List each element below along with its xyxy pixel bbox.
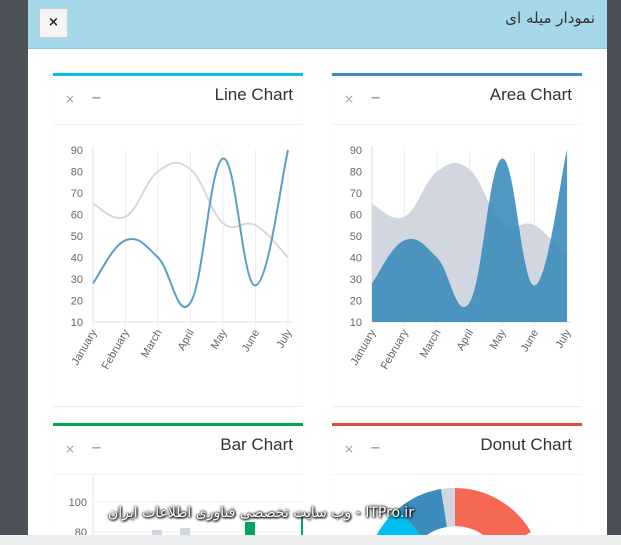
- line-series-1: [92, 162, 289, 259]
- line-chart: 10 20 30 40 50 60 70 80 90 January February March Ap…: [70, 145, 295, 372]
- x-tick-label: April: [455, 328, 476, 353]
- x-tick-label: May: [209, 327, 230, 351]
- y-tick-label: 20: [350, 296, 362, 308]
- y-tick-label: 30: [71, 274, 83, 286]
- area-chart: 10 20 30 40 50 60 70 80 90 January February March Ap…: [349, 145, 574, 372]
- x-tick-label: March: [139, 328, 165, 360]
- modal-title: نمودار میله ای: [505, 9, 595, 27]
- y-tick-label: 40: [71, 253, 83, 265]
- y-tick-label: 80: [350, 167, 362, 179]
- panel-header: × − Donut Chart: [332, 426, 582, 475]
- donut-chart-panel: × − Donut Chart: [332, 423, 582, 545]
- x-tick-label: February: [100, 327, 133, 372]
- panel-title: Donut Chart: [480, 435, 572, 454]
- line-series-2: [92, 149, 289, 308]
- collapse-icon[interactable]: −: [91, 91, 102, 106]
- area-series-2: [372, 150, 567, 322]
- remove-icon[interactable]: ×: [65, 442, 76, 456]
- remove-icon[interactable]: ×: [344, 92, 355, 106]
- y-tick-label: 20: [71, 296, 83, 308]
- modal-close-button[interactable]: ×: [39, 8, 68, 38]
- x-tick-label: February: [379, 327, 412, 372]
- collapse-icon[interactable]: −: [370, 91, 381, 106]
- panel-header: × − Area Chart: [332, 76, 582, 125]
- y-tick-label: 70: [71, 188, 83, 200]
- x-tick-label: April: [176, 328, 197, 353]
- remove-icon[interactable]: ×: [65, 92, 76, 106]
- bar-mark: [245, 522, 255, 545]
- y-tick-label: 10: [71, 317, 83, 329]
- y-tick-label: 80: [71, 167, 83, 179]
- y-tick-label: 90: [350, 145, 362, 157]
- collapse-icon[interactable]: −: [370, 441, 381, 456]
- modal-dialog: نمودار میله ای × × − Line Chart 10 20 30 40…: [28, 0, 607, 545]
- bar-mark: [301, 516, 303, 545]
- line-chart-panel: × − Line Chart 10 20 30 40 50 60 70 80 90 January…: [53, 73, 303, 406]
- donut-slice: [398, 489, 447, 538]
- collapse-icon[interactable]: −: [91, 441, 102, 456]
- y-tick-label: 70: [350, 188, 362, 200]
- x-tick-label: July: [274, 327, 294, 350]
- y-tick-label: 10: [350, 317, 362, 329]
- x-tick-label: July: [553, 327, 573, 350]
- donut-slice: [441, 487, 455, 527]
- x-tick-label: June: [519, 328, 541, 355]
- y-tick-label: 60: [350, 210, 362, 222]
- donut-slice: [455, 488, 531, 545]
- y-tick-label: 40: [350, 253, 362, 265]
- panel-header: × − Bar Chart: [53, 426, 303, 475]
- area-chart-panel: × − Area Chart 10 20 30 40 50 60 70 80 90 January…: [332, 73, 582, 406]
- x-tick-label: June: [240, 328, 262, 355]
- bar-chart-panel: × − Bar Chart 100 80: [53, 423, 303, 545]
- y-tick-label: 60: [71, 210, 83, 222]
- x-tick-label: January: [349, 327, 379, 367]
- panel-title: Bar Chart: [220, 435, 293, 454]
- remove-icon[interactable]: ×: [344, 442, 355, 456]
- watermark-text: ITPro.ir - وب سایت تخصصی فناوری اطلاعات …: [108, 505, 414, 521]
- panel-title: Area Chart: [489, 85, 572, 104]
- panel-header: × − Line Chart: [53, 76, 303, 125]
- page-backdrop-right: [607, 0, 621, 545]
- y-tick-label: 30: [350, 274, 362, 286]
- panel-title: Line Chart: [214, 85, 293, 104]
- x-tick-label: March: [418, 328, 444, 360]
- y-tick-label: 50: [71, 231, 83, 243]
- modal-header: نمودار میله ای ×: [28, 0, 607, 49]
- bottom-strip: [0, 535, 621, 545]
- x-tick-label: January: [70, 327, 100, 367]
- bar-y-tick: 100: [69, 497, 87, 509]
- x-tick-label: May: [488, 327, 509, 351]
- page-backdrop-left: [0, 0, 28, 545]
- y-tick-label: 50: [350, 231, 362, 243]
- y-tick-label: 90: [71, 145, 83, 157]
